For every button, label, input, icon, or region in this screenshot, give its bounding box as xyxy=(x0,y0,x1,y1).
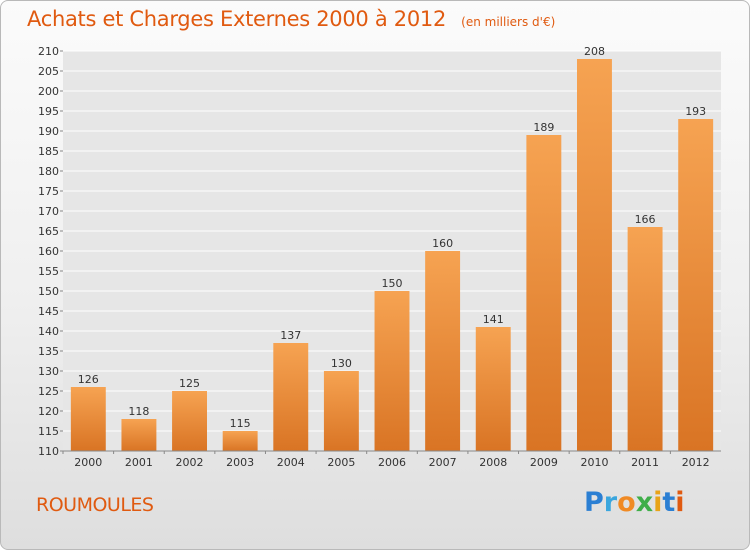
bar-2009 xyxy=(526,135,562,451)
data-labels: 126 118 125 115 137 130 150 160 141 189 208 166 193 xyxy=(78,45,706,430)
x-tick-label: 2010 xyxy=(580,456,608,469)
y-tick-label: 155 xyxy=(38,265,59,278)
x-tick-label: 2001 xyxy=(125,456,153,469)
commune-name: ROUMOULES xyxy=(36,494,154,516)
chart-unit: (en milliers d'€) xyxy=(461,15,556,29)
y-tick-label: 200 xyxy=(38,85,59,98)
data-label: 118 xyxy=(128,405,149,418)
x-tick-label: 2005 xyxy=(327,456,355,469)
bars xyxy=(70,59,714,451)
bar-2000 xyxy=(70,387,106,451)
data-label: 126 xyxy=(78,373,99,386)
bar-2011 xyxy=(627,227,663,451)
bar-2007 xyxy=(425,251,461,451)
data-label: 137 xyxy=(280,329,301,342)
data-label: 166 xyxy=(635,213,656,226)
bar-2010 xyxy=(576,59,612,451)
x-tick-label: 2006 xyxy=(378,456,406,469)
x-tick-label: 2012 xyxy=(682,456,710,469)
y-tick-label: 165 xyxy=(38,225,59,238)
bar-2006 xyxy=(374,291,410,451)
x-tick-label: 2003 xyxy=(226,456,254,469)
x-tick-label: 2009 xyxy=(530,456,558,469)
y-tick-label: 175 xyxy=(38,185,59,198)
bar-2001 xyxy=(121,419,157,451)
y-tick-label: 190 xyxy=(38,125,59,138)
data-label: 160 xyxy=(432,237,453,250)
bar-2003 xyxy=(222,431,258,451)
data-label: 115 xyxy=(230,417,251,430)
bar-2008 xyxy=(475,327,511,451)
data-label: 189 xyxy=(533,121,554,134)
title-row: Achats et Charges Externes 2000 à 2012 (… xyxy=(27,7,555,31)
bar-2012 xyxy=(678,119,714,451)
data-label: 141 xyxy=(483,313,504,326)
x-tick-label: 2011 xyxy=(631,456,659,469)
data-label: 130 xyxy=(331,357,352,370)
x-tick-label: 2004 xyxy=(277,456,305,469)
y-tick-label: 150 xyxy=(38,285,59,298)
y-tick-label: 120 xyxy=(38,405,59,418)
data-label: 125 xyxy=(179,377,200,390)
y-tick-label: 205 xyxy=(38,65,59,78)
y-tick-label: 185 xyxy=(38,145,59,158)
bar-2005 xyxy=(323,371,359,451)
y-tick-label: 160 xyxy=(38,245,59,258)
bar-2004 xyxy=(273,343,309,451)
x-axis-ticks: 2000 2001 2002 2003 2004 2005 2006 2007 2008 2009… xyxy=(62,451,710,469)
y-tick-label: 115 xyxy=(38,425,59,438)
data-label: 208 xyxy=(584,45,605,58)
y-tick-label: 145 xyxy=(38,305,59,318)
y-tick-label: 135 xyxy=(38,345,59,358)
y-tick-label: 180 xyxy=(38,165,59,178)
x-tick-label: 2000 xyxy=(74,456,102,469)
chart-title: Achats et Charges Externes 2000 à 2012 xyxy=(27,7,447,31)
y-tick-label: 125 xyxy=(38,385,59,398)
x-tick-label: 2008 xyxy=(479,456,507,469)
data-label: 193 xyxy=(685,105,706,118)
y-axis-ticks: 110 115 120 125 130 135 140 145 150 155 160 165 170 1… xyxy=(38,45,63,458)
bar-2002 xyxy=(172,391,208,451)
y-tick-label: 130 xyxy=(38,365,59,378)
y-tick-label: 170 xyxy=(38,205,59,218)
x-tick-label: 2007 xyxy=(429,456,457,469)
y-tick-label: 210 xyxy=(38,45,59,58)
x-tick-label: 2002 xyxy=(176,456,204,469)
data-label: 150 xyxy=(382,277,403,290)
proxiti-logo: Proxiti xyxy=(584,487,685,518)
y-tick-label: 195 xyxy=(38,105,59,118)
y-tick-label: 140 xyxy=(38,325,59,338)
y-tick-label: 110 xyxy=(38,445,59,458)
